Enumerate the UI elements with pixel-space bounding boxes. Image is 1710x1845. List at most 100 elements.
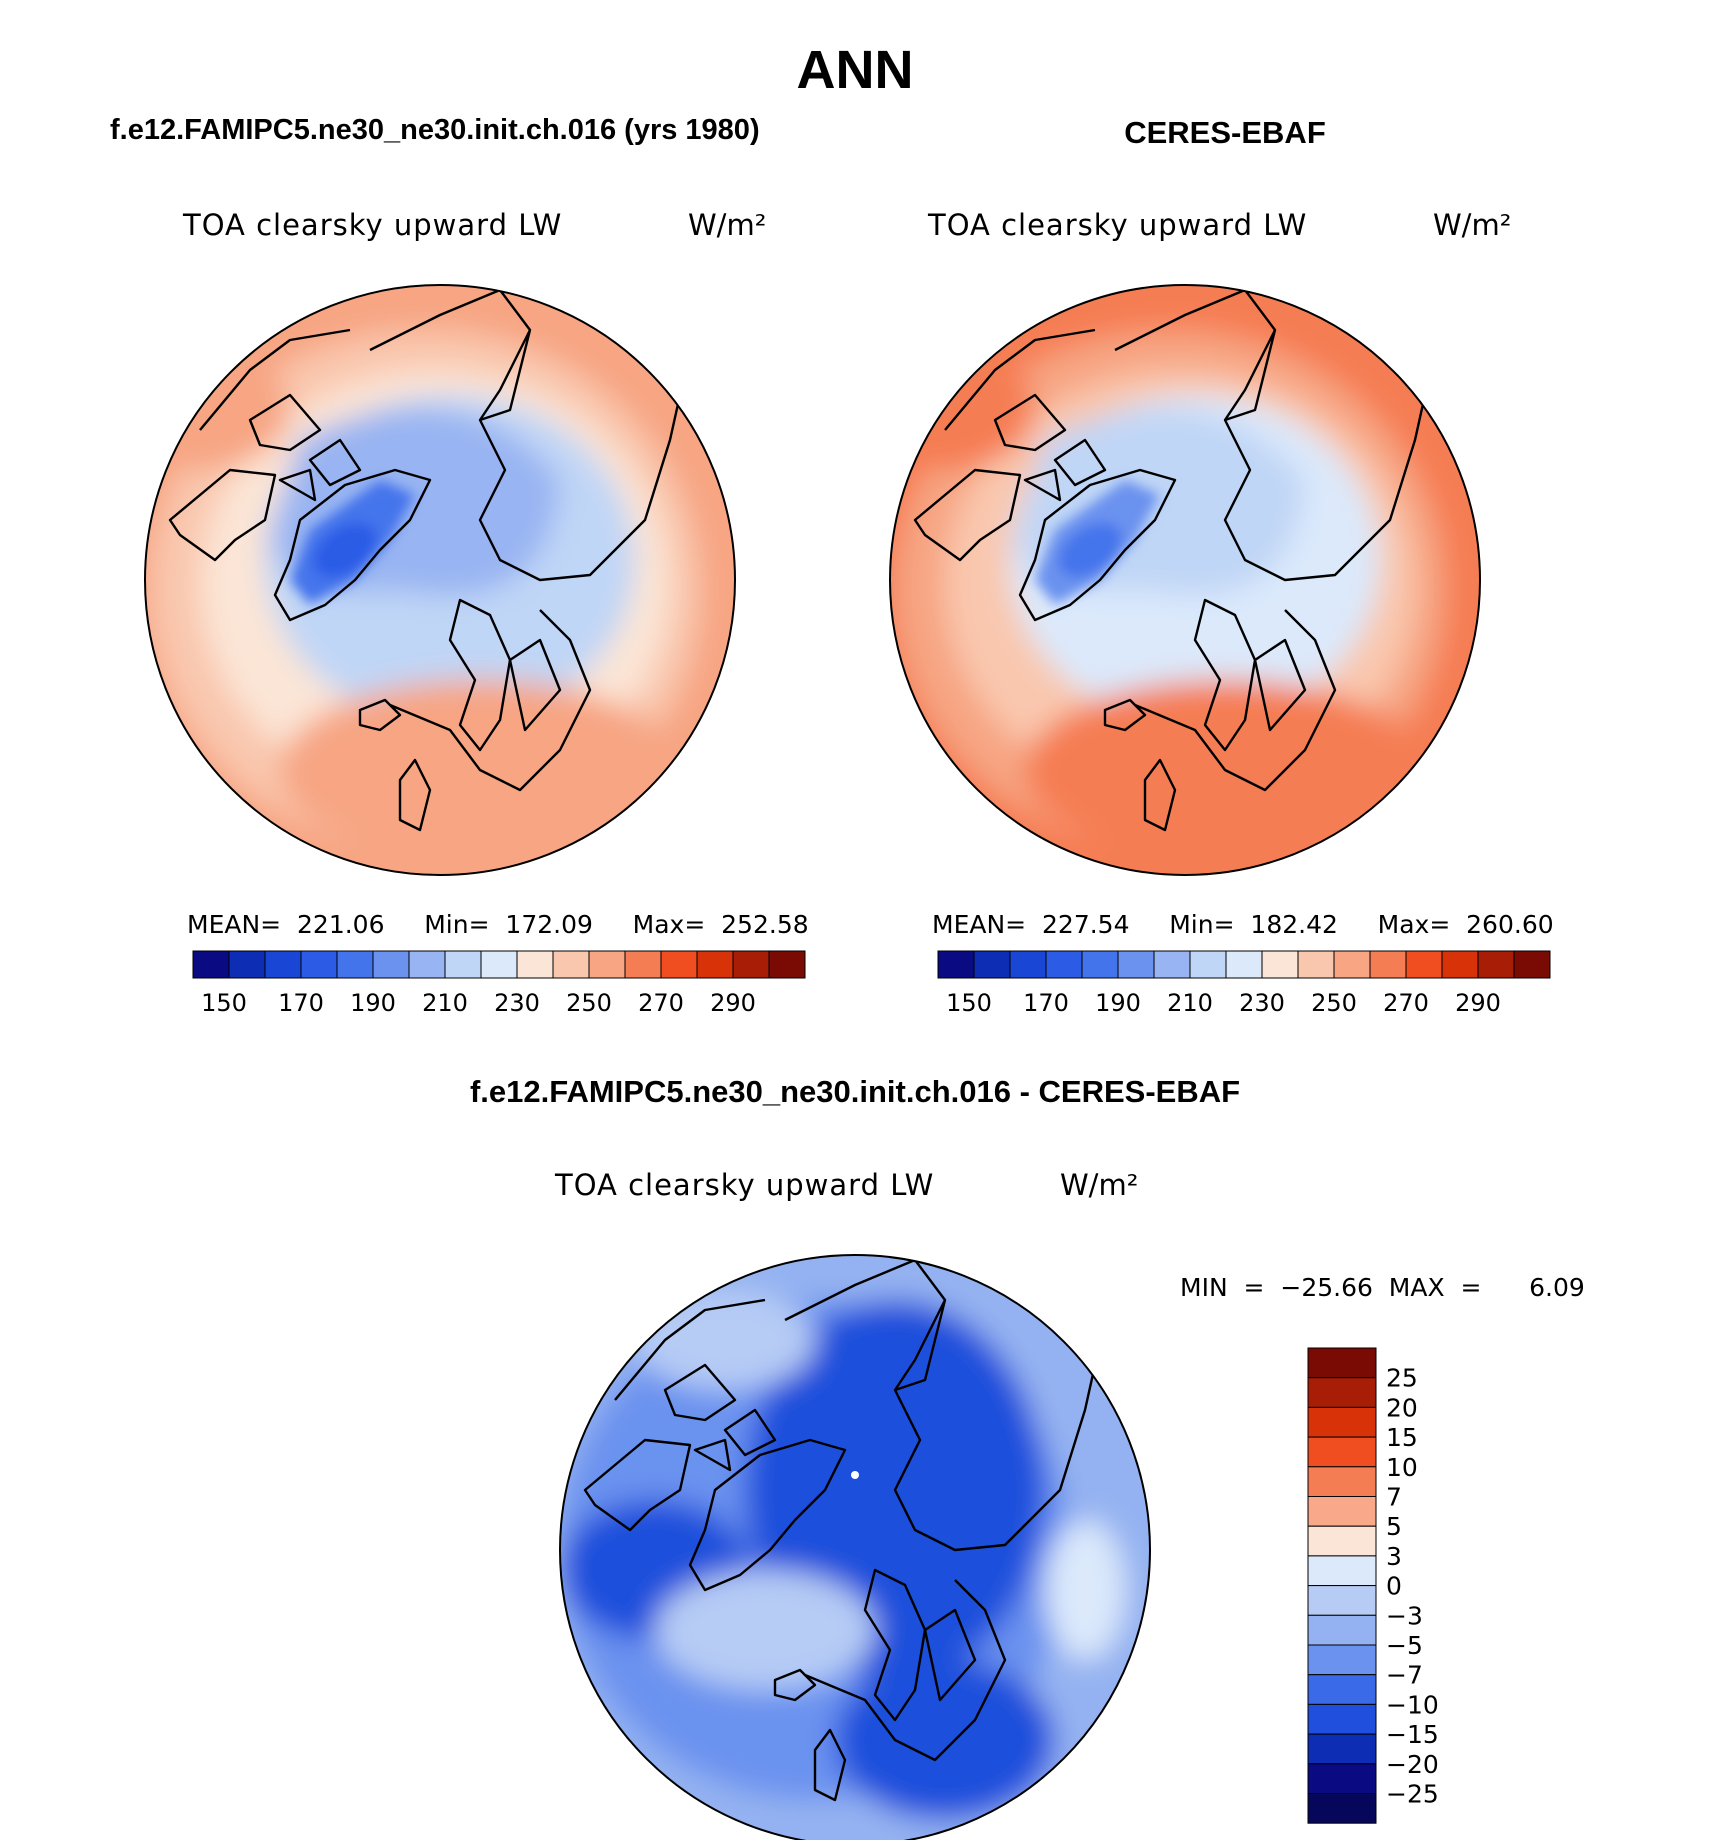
colorbar-box (1307, 1674, 1377, 1705)
colorbar-tick-label: 190 (1095, 989, 1141, 1017)
colorbar-tick-label: 7 (1386, 1483, 1402, 1512)
left-map-field (145, 285, 735, 875)
coastline-iceland (773, 1668, 817, 1702)
coastline-britain (1143, 758, 1177, 832)
colorbar-box (444, 950, 482, 979)
colorbar-tick-label: −25 (1386, 1780, 1439, 1809)
colorbar-box (1225, 950, 1263, 979)
colorbar-box (1307, 1585, 1377, 1616)
colorbar-box (768, 950, 806, 979)
colorbar-tick-label: 15 (1386, 1423, 1418, 1452)
coastline-alaska (199, 328, 351, 431)
colorbar-tick-label: 170 (1023, 989, 1069, 1017)
coastline-europe (1134, 609, 1337, 792)
colorbar-tick-label: 25 (1386, 1364, 1418, 1393)
colorbar-box (192, 950, 230, 979)
colorbar-box (624, 950, 662, 979)
pole-dot (851, 1471, 859, 1479)
right-stats: MEAN= 227.54 Min= 182.42 Max= 260.60 (932, 910, 1554, 939)
coastline-europe (804, 1579, 1007, 1762)
colorbar-box (1307, 1436, 1377, 1468)
colorbar-tick-label: −5 (1386, 1631, 1423, 1660)
diff-map-border (559, 1254, 1151, 1845)
coastline-greenland (688, 1438, 847, 1592)
colorbar-tick-label: 290 (1455, 989, 1501, 1017)
colorbar-box (372, 950, 410, 979)
colorbar-tick-label: 250 (1311, 989, 1357, 1017)
colorbar-box (1405, 950, 1443, 979)
field-bering (635, 1290, 815, 1390)
colorbar-tick-label: 290 (710, 989, 756, 1017)
coastline-iceland (1103, 698, 1147, 732)
left-stats: MEAN= 221.06 Min= 172.09 Max= 252.58 (187, 910, 809, 939)
colorbar-tick-label: 170 (278, 989, 324, 1017)
colorbar-box (1307, 1733, 1377, 1765)
left-units-label: W/m² (688, 208, 766, 242)
diff-stats: MIN = −25.66 MAX = 6.09 (1180, 1273, 1585, 1302)
colorbar-tick-label: 150 (946, 989, 992, 1017)
coastline-europe (389, 609, 592, 792)
field-greenland (655, 1570, 875, 1690)
colorbar-box (973, 950, 1011, 979)
coastline-canada (583, 1438, 692, 1532)
colorbar-box (588, 950, 626, 979)
colorbar-tick-label: 230 (1239, 989, 1285, 1017)
diff-variable-label: TOA clearsky upward LW (554, 1168, 934, 1202)
left-variable-label: TOA clearsky upward LW (182, 208, 562, 242)
colorbar-tick-label: 20 (1386, 1393, 1418, 1422)
colorbar-box (1297, 950, 1335, 979)
coastline-alaska (614, 1298, 766, 1401)
colorbar-box (696, 950, 734, 979)
colorbar-tick-label: 150 (201, 989, 247, 1017)
right-variable-label: TOA clearsky upward LW (927, 208, 1307, 242)
colorbar-box (732, 950, 770, 979)
colorbar-tick-label: 210 (422, 989, 468, 1017)
colorbar-box (480, 950, 518, 979)
colorbar-tick-label: 250 (566, 989, 612, 1017)
colorbar-box (1307, 1614, 1377, 1646)
colorbar-tick-label: 190 (350, 989, 396, 1017)
coastline-alaska (944, 328, 1096, 431)
coastline-greenland (273, 468, 432, 622)
left-colorbar: 150 170 190 210 230 250 270 290 (192, 950, 806, 1017)
colorbar-box (1189, 950, 1227, 979)
colorbar-box (1045, 950, 1083, 979)
colorbar-box (1081, 950, 1119, 979)
coastline-iceland (358, 698, 402, 732)
colorbar-tick-label: 0 (1386, 1572, 1402, 1601)
coastline-britain (813, 1728, 847, 1802)
field-greenland-core (1058, 523, 1122, 577)
season-title: ANN (797, 40, 914, 100)
left-map-border (144, 284, 736, 876)
colorbar-box (300, 950, 338, 979)
left-panel-title: f.e12.FAMIPC5.ne30_ne30.init.ch.016 (yrs… (110, 114, 760, 146)
colorbar-tick-label: −20 (1386, 1750, 1439, 1779)
colorbar-box (1441, 950, 1479, 979)
colorbar-box (1009, 950, 1047, 979)
coastline-archipelago (663, 1363, 777, 1472)
field-europe (835, 1660, 1055, 1820)
colorbar-box (336, 950, 374, 979)
colorbar-box (1307, 1793, 1377, 1824)
right-map-field (890, 285, 1480, 875)
colorbar-box (552, 950, 590, 979)
colorbar-tick-label: 270 (1383, 989, 1429, 1017)
colorbar-box (1307, 1703, 1377, 1735)
right-panel-title: CERES-EBAF (1124, 115, 1326, 150)
colorbar-box (1477, 950, 1515, 979)
left-map-panel: TOA clearsky upward LW W/m² MEAN= 221.06… (144, 208, 809, 1017)
colorbar-box (1307, 1466, 1377, 1498)
diff-map-field (560, 1255, 1150, 1845)
colorbar-box (1117, 950, 1155, 979)
colorbar-box (1153, 950, 1191, 979)
colorbar-box (228, 950, 266, 979)
field-positive-patch (1045, 1520, 1125, 1660)
colorbar-tick-label: −7 (1386, 1661, 1423, 1690)
colorbar-box (1513, 950, 1551, 979)
right-map-border (889, 284, 1481, 876)
colorbar-box (1307, 1763, 1377, 1795)
right-units-label: W/m² (1433, 208, 1511, 242)
colorbar-box (1333, 950, 1371, 979)
